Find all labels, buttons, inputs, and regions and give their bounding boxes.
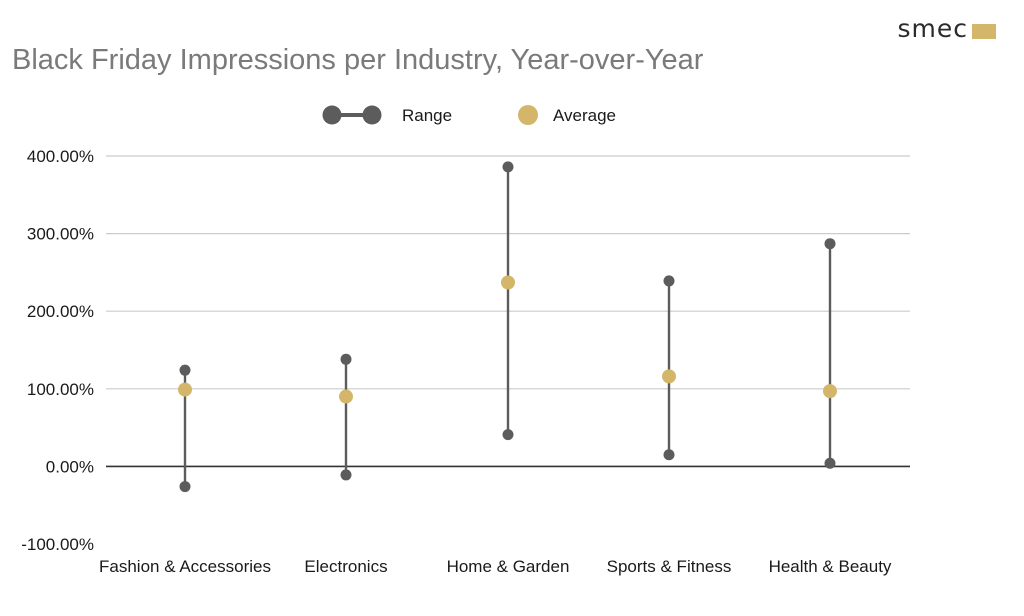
- range-series: [179, 161, 836, 493]
- legend-range-dot-left: [322, 105, 342, 125]
- y-tick-label: 200.00%: [27, 302, 94, 321]
- brand-logo: smec: [897, 14, 996, 43]
- x-tick-label: Home & Garden: [447, 557, 570, 576]
- x-tick-label: Electronics: [304, 557, 387, 576]
- logo-square-icon: [972, 23, 996, 39]
- legend: Range Average: [322, 105, 616, 125]
- average-series: [178, 275, 837, 404]
- logo-text: smec: [897, 14, 968, 43]
- legend-item-average: Average: [518, 105, 616, 125]
- range-min-point: [502, 429, 514, 441]
- y-tick-label: -100.00%: [21, 535, 94, 554]
- x-tick-label: Sports & Fitness: [607, 557, 732, 576]
- range-min-point: [824, 457, 836, 469]
- range-max-point: [663, 275, 675, 287]
- y-axis-tick-labels: -100.00% 0.00% 100.00% 200.00% 300.00% 400.00…: [21, 147, 94, 554]
- legend-average-label: Average: [553, 106, 616, 125]
- average-point: [823, 384, 837, 399]
- range-min-point: [663, 449, 675, 461]
- legend-average-dot: [518, 105, 538, 125]
- y-tick-label: 400.00%: [27, 147, 94, 166]
- average-point: [501, 275, 515, 290]
- y-tick-label: 100.00%: [27, 380, 94, 399]
- legend-range-label: Range: [402, 106, 452, 125]
- x-tick-label: Fashion & Accessories: [99, 557, 271, 576]
- range-min-point: [179, 481, 191, 493]
- average-point: [662, 369, 676, 384]
- range-min-point: [340, 469, 352, 481]
- range-max-point: [340, 353, 352, 365]
- range-max-point: [502, 161, 514, 173]
- average-point: [339, 389, 353, 404]
- chart-title: Black Friday Impressions per Industry, Y…: [12, 44, 704, 76]
- legend-range-dot-right: [362, 105, 382, 125]
- x-axis-tick-labels: Fashion & Accessories Electronics Home & G…: [99, 557, 892, 576]
- x-tick-label: Health & Beauty: [769, 557, 892, 576]
- average-point: [178, 382, 192, 397]
- legend-item-range: Range: [322, 105, 452, 125]
- y-tick-label: 300.00%: [27, 225, 94, 244]
- y-tick-label: 0.00%: [46, 457, 94, 476]
- range-max-point: [824, 238, 836, 250]
- range-max-point: [179, 364, 191, 376]
